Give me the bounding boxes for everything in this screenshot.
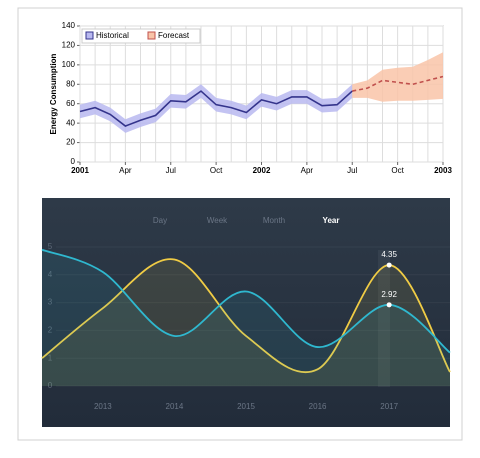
tab[interactable]: Day	[153, 216, 167, 225]
x-tick-label: Oct	[210, 166, 223, 175]
legend-label: Historical	[96, 31, 129, 40]
y-tick-label: 4	[48, 270, 53, 279]
line	[352, 75, 444, 92]
x-tick-label: Oct	[391, 166, 404, 175]
x-tick-label: Jul	[166, 166, 176, 175]
x-tick-label: 2002	[253, 166, 271, 175]
band	[352, 52, 443, 102]
x-tick-label: Jul	[347, 166, 357, 175]
legend-label: Forecast	[158, 31, 190, 40]
y-tick-label: 20	[66, 138, 75, 147]
point	[386, 262, 392, 268]
x-tick-label: Apr	[301, 166, 314, 175]
tab[interactable]: Month	[263, 216, 285, 225]
line	[79, 90, 353, 127]
highlight-column	[378, 250, 390, 387]
value-label: 2.92	[381, 290, 397, 299]
value-label: 4.35	[381, 250, 397, 259]
y-tick-label: 0	[48, 381, 53, 390]
y-tick-label: 3	[48, 298, 53, 307]
y-tick-label: 120	[62, 41, 76, 50]
x-tick-label: 2013	[94, 402, 112, 411]
legend-swatch	[147, 31, 156, 40]
legend-box	[81, 28, 201, 44]
y-tick-label: 140	[62, 21, 76, 30]
y-tick-label: 1	[48, 353, 53, 362]
x-tick-label: 2014	[166, 402, 184, 411]
y-axis-label: Energy Consumption	[49, 53, 58, 134]
x-tick-label: 2003	[434, 166, 452, 175]
y-tick-label: 2	[48, 326, 53, 335]
x-tick-label: 2016	[309, 402, 327, 411]
band	[80, 84, 353, 133]
x-tick-label: Apr	[119, 166, 132, 175]
area	[42, 249, 450, 386]
y-tick-label: 60	[66, 99, 75, 108]
x-tick-label: 2017	[380, 402, 398, 411]
dark-panel	[42, 198, 450, 427]
y-tick-label: 0	[71, 157, 76, 166]
y-tick-label: 40	[66, 118, 75, 127]
legend-swatch	[85, 31, 94, 40]
x-tick-label: 2015	[237, 402, 255, 411]
y-tick-label: 80	[66, 79, 75, 88]
tab[interactable]: Week	[207, 216, 228, 225]
y-tick-label: 5	[48, 242, 53, 251]
point	[386, 302, 392, 308]
y-tick-label: 100	[62, 60, 76, 69]
x-tick-label: 2001	[71, 166, 89, 175]
tab[interactable]: Year	[323, 216, 340, 225]
area	[42, 259, 450, 386]
